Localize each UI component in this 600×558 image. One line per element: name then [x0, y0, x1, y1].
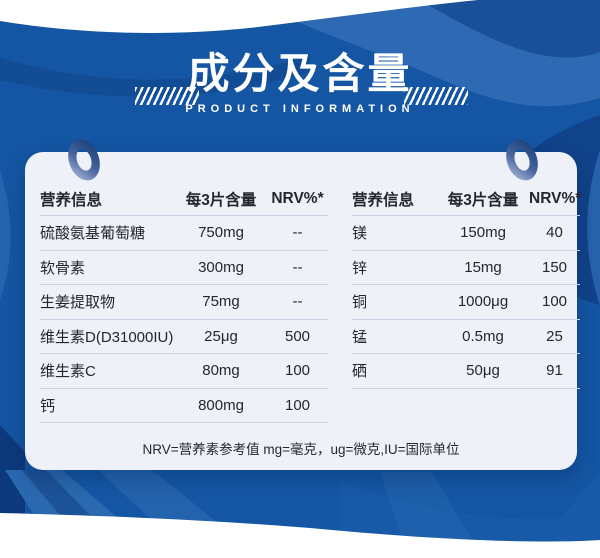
ingredient-nrv: 100 [541, 293, 568, 311]
table-header: 营养信息 每3片含量 NRV%* [40, 183, 328, 216]
ingredient-amount: 80mg [202, 362, 240, 380]
ingredient-name: 维生素C [40, 363, 96, 381]
product-info-card: 营养信息 每3片含量 NRV%* 硫酸氨基葡萄糖 750mg -- 软骨素 300mg -… [25, 152, 582, 470]
nutrition-table-left: 营养信息 每3片含量 NRV%* 硫酸氨基葡萄糖 750mg -- 软骨素 300mg -… [40, 183, 328, 423]
ingredient-nrv: 500 [284, 327, 311, 345]
column-header-nrv: NRV%* [271, 190, 324, 207]
ingredient-amount: 1000μg [457, 293, 509, 311]
ingredient-name: 钙 [40, 397, 56, 415]
column-header-nutrient: 营养信息 [352, 192, 415, 209]
table-row: 锌 15mg 150 [352, 251, 580, 285]
ingredient-name: 硒 [352, 363, 368, 381]
ingredient-amount: 15mg [464, 258, 502, 276]
table-row: 铜 1000μg 100 [352, 285, 580, 320]
ingredient-amount: 0.5mg [462, 327, 504, 345]
ingredient-amount: 300mg [198, 258, 244, 276]
ingredient-amount: 25μg [204, 327, 238, 345]
table-row: 软骨素 300mg -- [40, 251, 328, 285]
ingredient-amount: 800mg [198, 396, 244, 414]
ingredient-nrv: 100 [284, 362, 311, 380]
table-row: 生姜提取物 75mg -- [40, 285, 328, 320]
ingredient-name: 硫酸氨基葡萄糖 [40, 225, 146, 243]
ingredient-name: 铜 [352, 294, 368, 312]
ingredient-name: 维生素D(D31000IU) [40, 328, 174, 346]
units-footnote: NRV=营养素参考值 mg=毫克，ug=微克,IU=国际单位 [142, 442, 460, 457]
ingredient-nrv: 100 [284, 396, 311, 414]
ingredient-nrv: 91 [546, 362, 563, 380]
table-row: 硫酸氨基葡萄糖 750mg -- [40, 216, 328, 251]
table-row: 钙 800mg 100 [40, 389, 328, 423]
ingredient-nrv: 40 [546, 224, 563, 242]
ingredient-nrv: 150 [541, 258, 568, 276]
nutrition-table-right: 营养信息 每3片含量 NRV%* 镁 150mg 40 锌 15mg 150 铜 1000μg… [352, 183, 582, 389]
ingredient-name: 镁 [352, 225, 368, 243]
table-row: 锰 0.5mg 25 [352, 320, 580, 354]
ingredient-name: 锌 [352, 259, 368, 277]
ingredient-name: 锰 [352, 328, 368, 346]
ingredient-amount: 75mg [202, 293, 240, 311]
ingredient-nrv: -- [292, 293, 303, 311]
page-title: 成分及含量 [187, 50, 413, 97]
ingredient-amount: 150mg [460, 224, 506, 242]
page-subtitle: PRODUCT INFORMATION [185, 103, 415, 116]
ingredient-nrv: 25 [546, 327, 563, 345]
ingredient-name: 生姜提取物 [40, 294, 116, 312]
ingredient-nrv: -- [292, 258, 303, 276]
table-header: 营养信息 每3片含量 NRV%* [352, 183, 582, 216]
hatch-stripes-right-icon [404, 87, 468, 105]
hatch-stripes-left-icon [135, 87, 199, 105]
ingredient-amount: 750mg [198, 224, 244, 242]
table-row: 镁 150mg 40 [352, 216, 580, 251]
table-row: 维生素D(D31000IU) 25μg 500 [40, 320, 328, 354]
table-body-left: 硫酸氨基葡萄糖 750mg -- 软骨素 300mg -- 生姜提取物 75mg -- 维生素D(… [40, 216, 328, 423]
table-body-right: 镁 150mg 40 锌 15mg 150 铜 1000μg 100 锰 0.5mg 25 硒 50μg 9… [352, 216, 580, 389]
ingredient-name: 软骨素 [40, 259, 86, 277]
column-header-amount: 每3片含量 [447, 192, 519, 209]
column-header-amount: 每3片含量 [185, 192, 257, 209]
column-header-nutrient: 营养信息 [40, 192, 103, 209]
table-row: 维生素C 80mg 100 [40, 354, 328, 389]
table-row: 硒 50μg 91 [352, 354, 580, 389]
ingredient-amount: 50μg [466, 362, 500, 380]
ingredient-nrv: -- [292, 224, 303, 242]
header: 成分及含量 PRODUCT INFORMATION [0, 50, 600, 115]
column-header-nrv: NRV%* [529, 190, 582, 207]
